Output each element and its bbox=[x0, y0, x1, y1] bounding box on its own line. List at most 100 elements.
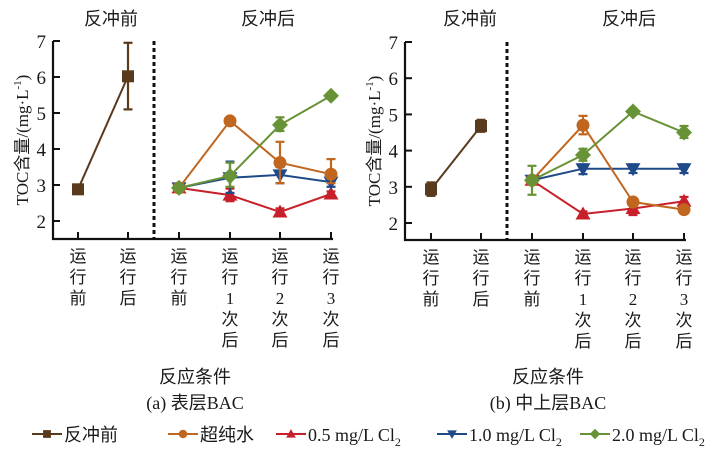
data-point-cl20 bbox=[171, 179, 187, 196]
y-tick-label: 6 bbox=[37, 68, 47, 89]
series-cl10 bbox=[524, 163, 692, 188]
legend-label: 反冲前 bbox=[64, 425, 118, 445]
series-line-cl05 bbox=[531, 179, 685, 215]
data-point-before bbox=[72, 183, 84, 196]
x-tick-label: 运行前 bbox=[524, 248, 541, 309]
x-axis-label: 反应条件 bbox=[512, 367, 584, 387]
series-water bbox=[172, 114, 338, 195]
legend: 反冲前 超纯水 0.5 mg/L Cl2 1.0 mg/L Cl2 2.0 mg/L C… bbox=[32, 425, 705, 449]
y-tick-label: 5 bbox=[37, 104, 47, 125]
data-point-cl05 bbox=[575, 206, 591, 220]
y-axis-label: TOC含量/(mg·L-1) bbox=[364, 76, 384, 207]
x-tick-label: 运行 3 次后 bbox=[676, 248, 693, 351]
y-tick-label: 3 bbox=[389, 178, 399, 199]
series-cl05 bbox=[171, 180, 339, 218]
panel-subtitle: (b) 中上层BAC bbox=[490, 393, 607, 414]
series-cl20 bbox=[171, 87, 339, 196]
x-tick-label: 运行 1 次后 bbox=[575, 248, 592, 351]
phase-label: 反冲前 bbox=[84, 9, 138, 29]
data-point-water bbox=[223, 114, 237, 128]
series-water bbox=[525, 114, 691, 217]
x-tick-label: 运行后 bbox=[120, 247, 137, 308]
data-point-water bbox=[273, 156, 287, 170]
data-point-cl10 bbox=[676, 163, 692, 177]
axes bbox=[51, 41, 333, 241]
data-point-cl20 bbox=[524, 172, 540, 189]
data-point-cl05 bbox=[676, 193, 692, 207]
series-line-before bbox=[77, 75, 129, 190]
y-tick-label: 2 bbox=[389, 214, 399, 235]
legend-label: 1.0 mg/L Cl2 bbox=[469, 425, 562, 449]
legend-marker-cl10 bbox=[447, 430, 457, 439]
data-point-cl20 bbox=[575, 146, 591, 163]
x-tick-label: 运行 2 次后 bbox=[625, 248, 642, 351]
y-tick-label: 2 bbox=[37, 212, 47, 233]
data-point-water bbox=[576, 118, 590, 132]
panel-subtitle: (a) 表层BAC bbox=[146, 393, 244, 414]
data-point-cl20 bbox=[323, 87, 339, 104]
data-point-cl10 bbox=[625, 163, 641, 177]
y-tick-label: 4 bbox=[389, 142, 399, 163]
phase-label: 反冲后 bbox=[602, 9, 656, 29]
data-point-cl05 bbox=[272, 204, 288, 218]
legend-label: 超纯水 bbox=[200, 425, 254, 445]
legend-label: 0.5 mg/L Cl2 bbox=[308, 425, 401, 449]
x-tick-label: 运行后 bbox=[473, 248, 490, 309]
x-tick-label: 运行前 bbox=[423, 248, 440, 309]
legend-label: 2.0 mg/L Cl2 bbox=[612, 425, 705, 449]
series-line-cl10 bbox=[178, 173, 332, 189]
series-line-cl20 bbox=[178, 94, 332, 189]
y-tick-label: 7 bbox=[389, 33, 399, 54]
data-point-cl20 bbox=[272, 116, 288, 133]
series-line-water bbox=[178, 119, 332, 189]
data-point-before bbox=[425, 183, 437, 196]
axes bbox=[403, 42, 686, 242]
data-point-cl05 bbox=[323, 186, 339, 200]
legend-item-before: 反冲前 bbox=[32, 425, 118, 445]
y-tick-label: 6 bbox=[389, 69, 399, 90]
legend-marker-before bbox=[43, 430, 51, 438]
series-cl20 bbox=[524, 103, 692, 196]
x-tick-label: 运行 2 次后 bbox=[272, 247, 289, 350]
panel-a: 反冲前 反冲后 2 3 4 5 6 7 运行前 运行后 运行前 运行 1 次后 运行 2 次后 运行 3 次后 TOC含… bbox=[12, 9, 340, 414]
data-point-before bbox=[122, 70, 134, 83]
data-point-cl20 bbox=[222, 168, 238, 184]
data-point-water bbox=[324, 167, 338, 181]
y-tick-label: 7 bbox=[37, 32, 47, 53]
legend-marker-water bbox=[178, 429, 188, 439]
series-line-cl20 bbox=[531, 110, 685, 182]
x-tick-label: 运行前 bbox=[171, 247, 188, 308]
y-axis-label: TOC含量/(mg·L-1) bbox=[12, 75, 32, 206]
legend-item-cl10: 1.0 mg/L Cl2 bbox=[437, 425, 562, 449]
y-tick-label: 3 bbox=[37, 176, 47, 197]
y-tick-label: 5 bbox=[389, 105, 399, 126]
data-point-cl20 bbox=[676, 124, 692, 141]
legend-item-cl05: 0.5 mg/L Cl2 bbox=[276, 425, 401, 449]
legend-item-cl20: 2.0 mg/L Cl2 bbox=[580, 425, 705, 449]
data-point-before bbox=[475, 119, 487, 132]
series-line-before bbox=[430, 125, 482, 190]
series-before bbox=[72, 41, 134, 196]
y-tick-label: 4 bbox=[37, 140, 47, 161]
data-point-water bbox=[626, 195, 640, 209]
data-point-cl20 bbox=[625, 103, 641, 120]
phase-label: 反冲后 bbox=[241, 9, 295, 29]
x-axis-label: 反应条件 bbox=[159, 367, 231, 387]
x-tick-label: 运行前 bbox=[70, 247, 87, 308]
panel-b: 反冲前 反冲后 2 3 4 5 6 7 运行前 运行后 运行前 运行 1 次后 运行 2 次后 运行 3 次后 TOC含… bbox=[364, 9, 693, 414]
series-before bbox=[425, 118, 487, 197]
series-cl05 bbox=[524, 172, 692, 220]
phase-label: 反冲前 bbox=[443, 9, 497, 29]
legend-marker-cl20 bbox=[589, 428, 601, 440]
series-line-cl05 bbox=[178, 186, 332, 214]
legend-marker-cl05 bbox=[286, 429, 296, 438]
data-point-cl05 bbox=[222, 187, 238, 201]
x-tick-label: 运行 3 次后 bbox=[323, 247, 340, 350]
legend-item-water: 超纯水 bbox=[168, 425, 254, 445]
data-point-water bbox=[677, 203, 691, 217]
series-line-cl10 bbox=[531, 167, 684, 182]
series-line-water bbox=[531, 123, 685, 211]
data-point-cl10 bbox=[575, 163, 591, 177]
x-tick-label: 运行 1 次后 bbox=[222, 247, 239, 350]
